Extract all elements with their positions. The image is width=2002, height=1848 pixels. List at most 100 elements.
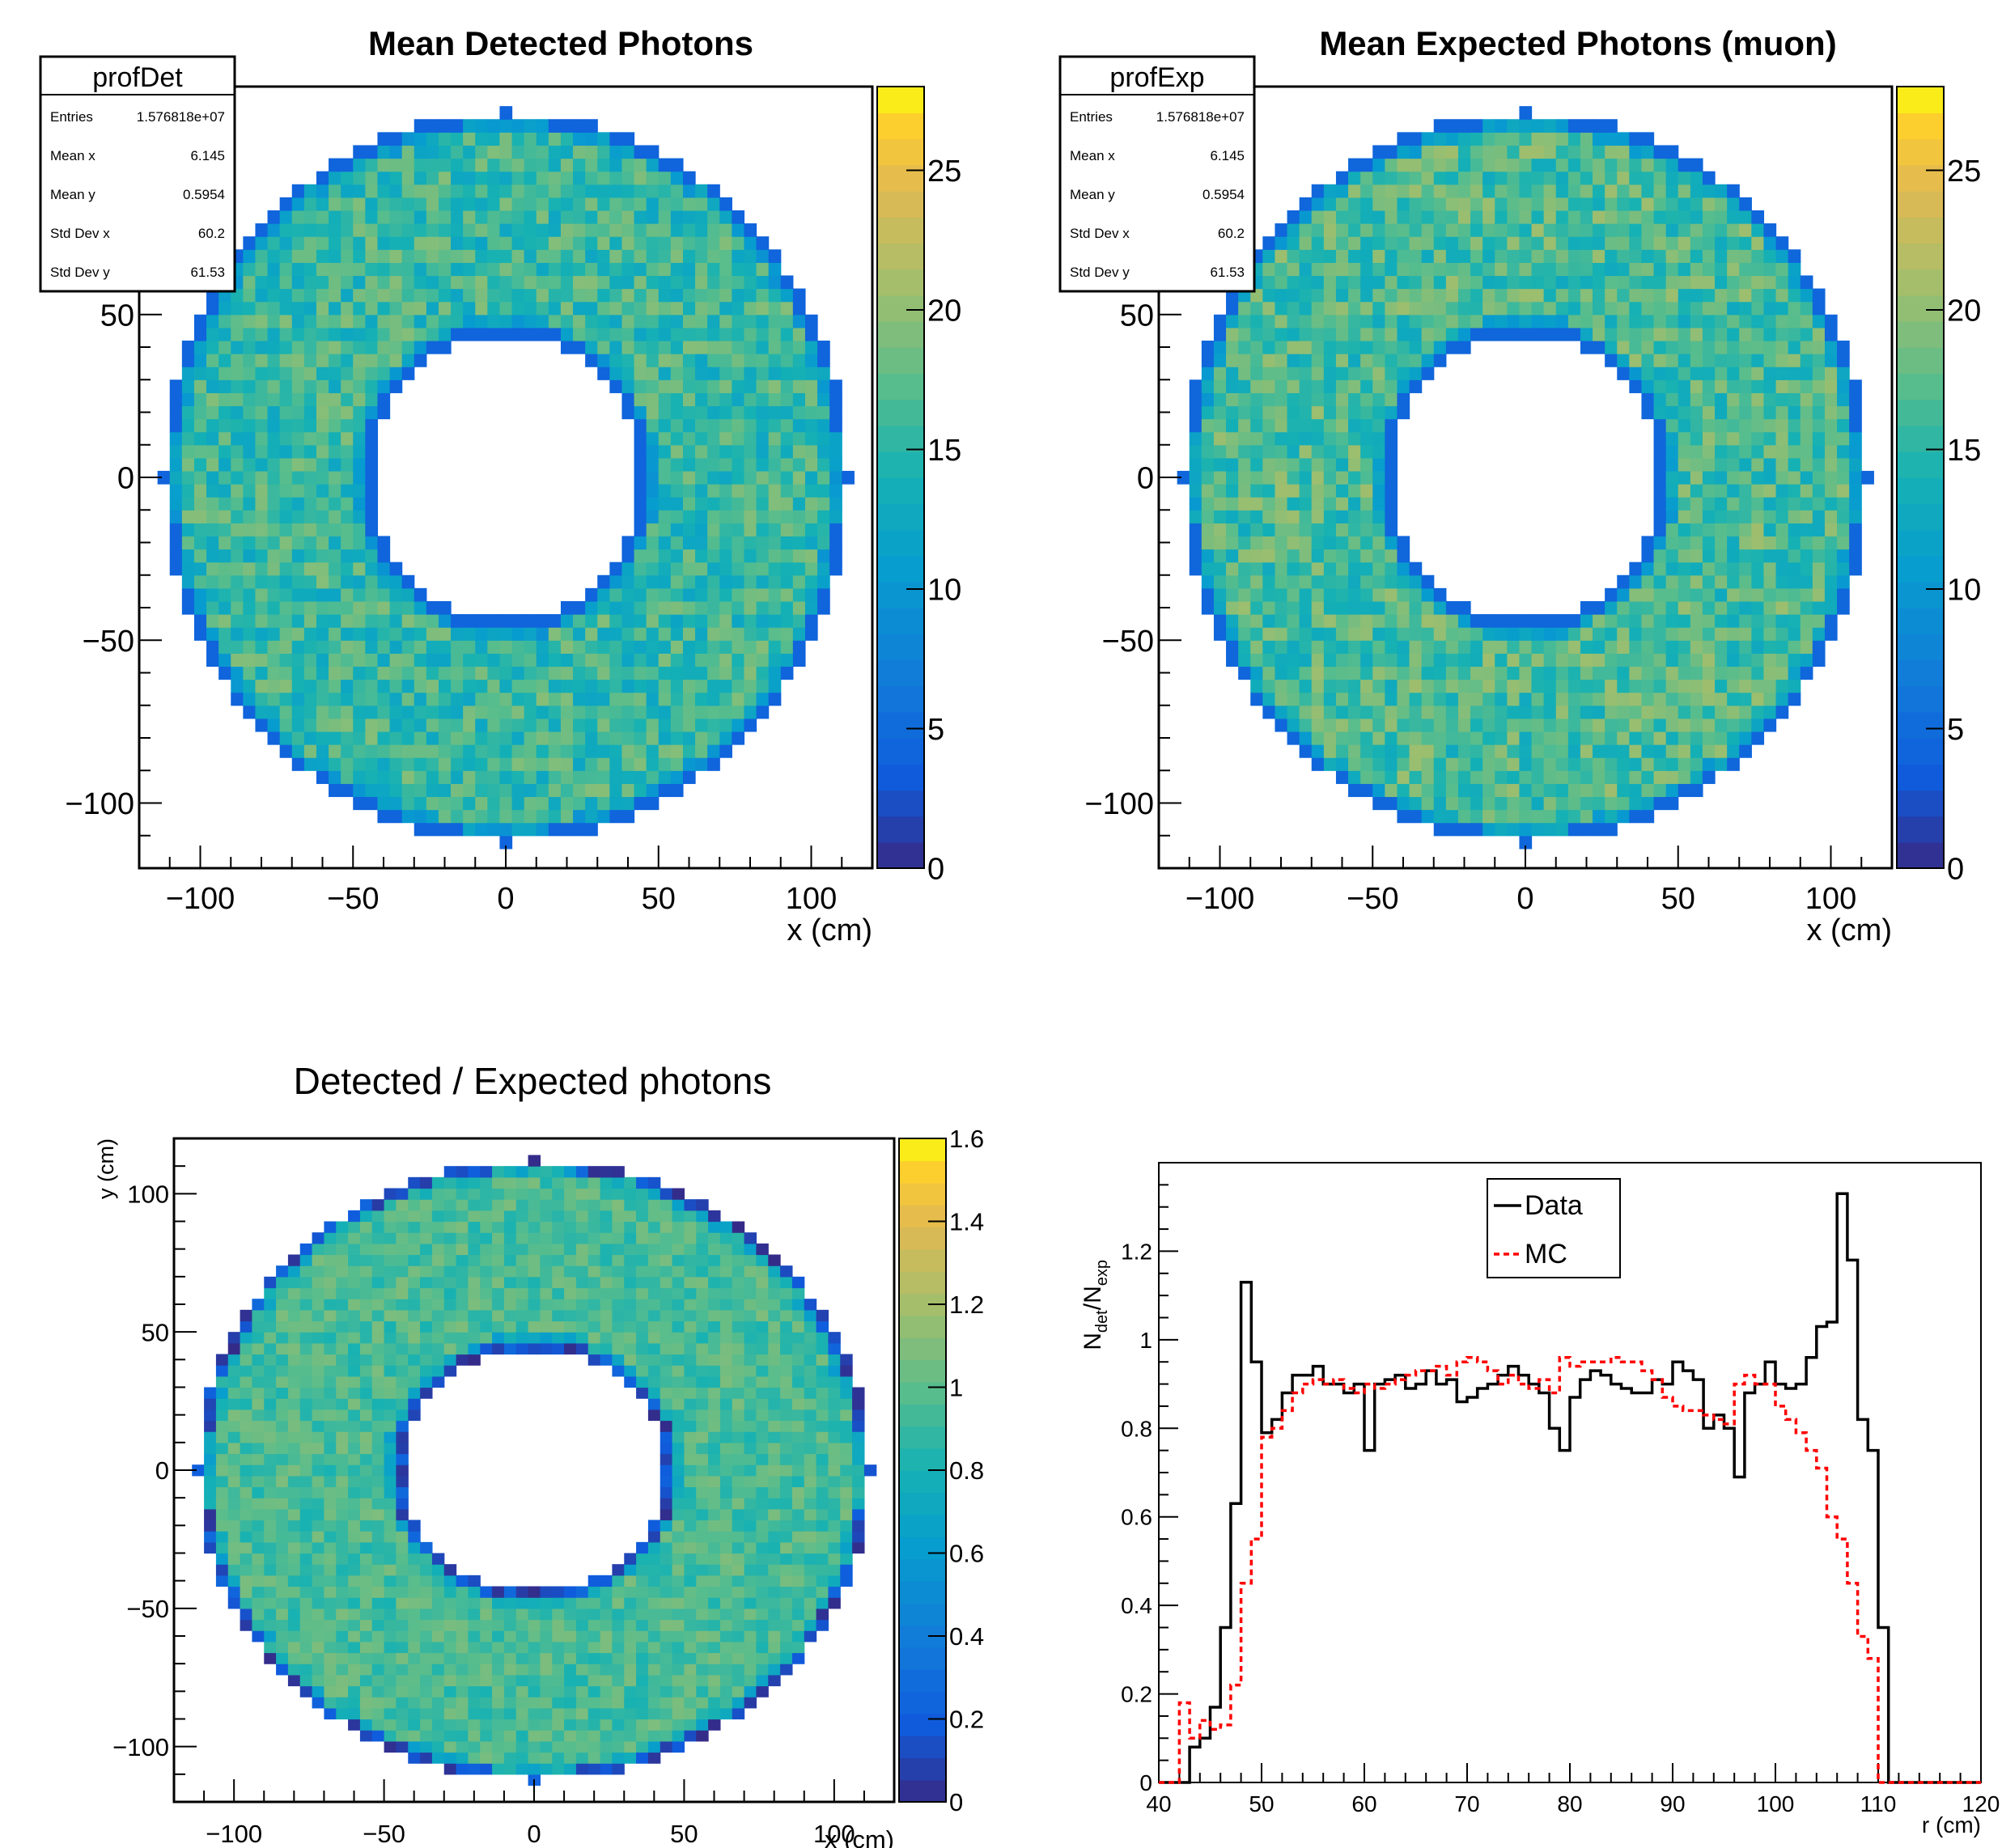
heatmap-cell <box>670 275 684 290</box>
heatmap-cell <box>240 1486 253 1498</box>
heatmap-cell <box>359 1564 373 1576</box>
heatmap-cell <box>377 731 391 745</box>
heatmap-cell <box>1665 574 1679 589</box>
heatmap-cell <box>384 1375 397 1388</box>
heatmap-cell <box>377 210 391 224</box>
heatmap-cell <box>264 1276 277 1289</box>
heatmap-cell <box>1250 640 1263 654</box>
heatmap-cell <box>1482 288 1495 303</box>
heatmap-cell <box>670 288 684 303</box>
heatmap-cell <box>1287 314 1300 328</box>
heatmap-cell <box>451 705 464 719</box>
heatmap-cell <box>255 536 269 550</box>
heatmap-cell <box>1409 783 1423 798</box>
heatmap-cell <box>204 1508 217 1521</box>
heatmap-cell <box>1348 744 1361 758</box>
heatmap-cell <box>597 223 610 237</box>
heatmap-cell <box>312 1232 325 1244</box>
heatmap-cell <box>389 223 403 237</box>
heatmap-cell <box>707 184 720 198</box>
heatmap-cell <box>1605 314 1618 328</box>
heatmap-cell <box>536 158 549 172</box>
heatmap-cell <box>1739 236 1752 250</box>
heatmap-cell <box>377 314 391 328</box>
heatmap-cell <box>353 405 366 420</box>
heatmap-cell <box>231 666 244 680</box>
heatmap-cell <box>1323 587 1337 602</box>
heatmap-cell <box>1323 562 1337 576</box>
heatmap-cell <box>804 587 818 602</box>
heatmap-cell <box>548 692 562 706</box>
heatmap-cell <box>353 574 366 589</box>
heatmap-cell <box>291 536 305 550</box>
heatmap-cell <box>353 666 366 680</box>
heatmap-cell <box>732 562 745 576</box>
heatmap-cell <box>303 470 317 485</box>
heatmap-cell <box>1641 367 1655 380</box>
heatmap-cell <box>1849 418 1862 433</box>
heatmap-cell <box>1335 236 1349 250</box>
heatmap-cell <box>255 301 269 316</box>
heatmap-cell <box>1495 614 1508 628</box>
heatmap-cell <box>609 171 623 185</box>
heatmap-cell <box>1641 718 1655 732</box>
heatmap-cell <box>1678 184 1691 198</box>
heatmap-cell <box>1385 301 1398 316</box>
heatmap-cell <box>414 679 427 693</box>
heatmap-cell <box>1421 327 1435 341</box>
heatmap-cell <box>1311 757 1325 771</box>
heatmap-cell <box>1751 562 1765 576</box>
stats-value: 60.2 <box>198 226 225 241</box>
heatmap-cell <box>1617 574 1630 589</box>
heatmap-cell <box>1629 653 1643 668</box>
heatmap-cell <box>1593 692 1605 706</box>
heatmap-cell <box>475 809 488 824</box>
heatmap-cell <box>1262 510 1276 523</box>
heatmap-cell <box>1763 418 1777 433</box>
heatmap-cell <box>341 301 354 316</box>
heatmap-cell <box>560 275 574 290</box>
heatmap-cell <box>511 158 525 172</box>
heatmap-cell <box>524 640 537 654</box>
heatmap-cell <box>573 614 586 628</box>
heatmap-cell <box>1788 275 1801 290</box>
heatmap-cell <box>401 587 415 602</box>
heatmap-cell <box>1629 614 1643 628</box>
heatmap-cell <box>384 1420 397 1432</box>
heatmap-cell <box>1335 600 1349 615</box>
heatmap-cell <box>414 223 427 237</box>
heatmap-cell <box>1653 587 1667 602</box>
heatmap-cell <box>1727 418 1740 433</box>
heatmap-cell <box>1763 549 1777 563</box>
heatmap-cell <box>384 1365 397 1377</box>
heatmap-cell <box>573 783 586 798</box>
heatmap-cell <box>1226 614 1239 628</box>
heatmap-cell <box>181 405 195 420</box>
heatmap-cell <box>1641 223 1655 237</box>
heatmap-cell <box>487 249 501 263</box>
heatmap-cell <box>1665 249 1679 263</box>
heatmap-cell <box>1531 653 1545 668</box>
heatmap-cell <box>255 314 269 328</box>
heatmap-cell <box>312 1420 325 1432</box>
heatmap-cell <box>1678 783 1691 798</box>
heatmap-cell <box>1335 444 1349 459</box>
heatmap-cell <box>682 379 696 393</box>
heatmap-cell <box>1335 770 1349 784</box>
heatmap-cell <box>1605 119 1618 133</box>
heatmap-cell <box>1678 379 1691 393</box>
heatmap-cell <box>1702 367 1716 380</box>
heatmap-cell <box>560 770 574 784</box>
heatmap-cell <box>1751 314 1765 328</box>
heatmap-cell <box>1457 327 1471 341</box>
heatmap-cell <box>1262 484 1276 498</box>
heatmap-cell <box>1580 314 1593 328</box>
heatmap-cell <box>206 405 219 420</box>
heatmap-cell <box>267 367 281 380</box>
heatmap-cell <box>1751 457 1765 472</box>
heatmap-cell <box>1531 145 1545 159</box>
heatmap-cell <box>1555 666 1569 680</box>
heatmap-cell <box>658 757 672 771</box>
heatmap-cell <box>1665 184 1679 198</box>
heatmap-cell <box>719 718 732 732</box>
